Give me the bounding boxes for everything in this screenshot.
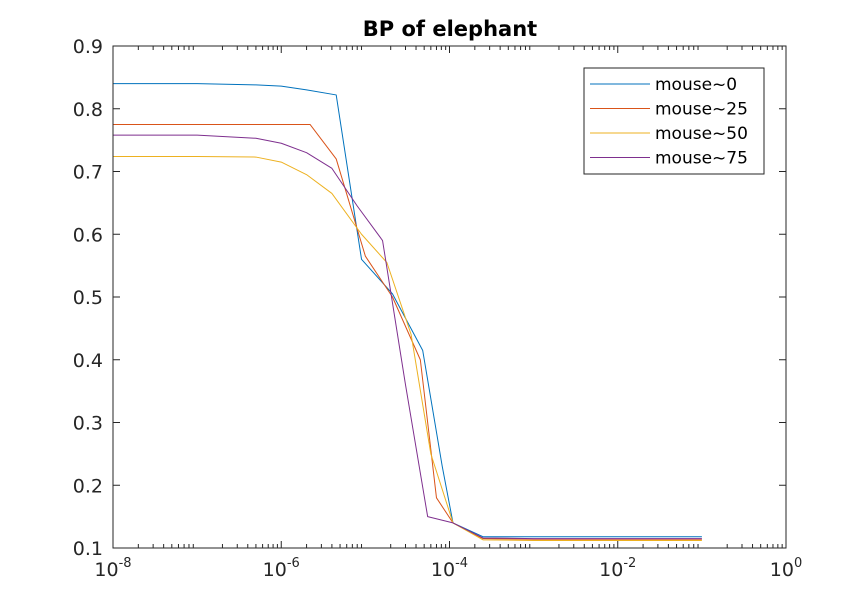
series-group	[113, 83, 702, 541]
y-tick-label: 0.5	[73, 287, 103, 309]
legend-label: mouse~25	[655, 100, 748, 120]
y-tick-label: 0.4	[73, 350, 103, 372]
legend-label: mouse~0	[655, 75, 737, 95]
y-tick-label: 0.2	[73, 475, 103, 497]
x-tick-label: 10-8	[94, 556, 131, 581]
series-line-mouse-25	[113, 123, 702, 540]
x-tick-label: 10-2	[599, 556, 636, 581]
minor-ticks	[137, 46, 783, 548]
y-tick-label: 0.9	[73, 36, 103, 58]
x-tick-label: 10-4	[431, 556, 468, 581]
legend-box	[583, 67, 765, 175]
legend: mouse~0 mouse~25 mouse~50 mouse~75	[583, 67, 765, 175]
y-tick-label: 0.1	[73, 538, 103, 560]
y-tick-label: 0.3	[73, 413, 103, 435]
x-tick-label: 10-6	[263, 556, 300, 581]
plot-frame	[112, 45, 787, 549]
series-line-mouse-75	[113, 134, 702, 540]
legend-label: mouse~50	[655, 124, 748, 144]
legend-label: mouse~75	[655, 149, 748, 169]
y-tick-label: 0.8	[73, 99, 103, 121]
y-tick-label: 0.6	[73, 224, 103, 246]
series-line-mouse-50	[113, 155, 702, 541]
x-tick-label: 100	[770, 556, 802, 581]
chart-title: BP of elephant	[363, 17, 537, 41]
x-tick-labels: 10-8 10-6 10-4 10-2 100	[94, 556, 802, 581]
y-tick-labels: 0.1 0.2 0.3 0.4 0.5 0.6 0.7 0.8 0.9	[73, 36, 103, 560]
y-tick-label: 0.7	[73, 162, 103, 184]
series-line-mouse-0	[113, 83, 702, 538]
